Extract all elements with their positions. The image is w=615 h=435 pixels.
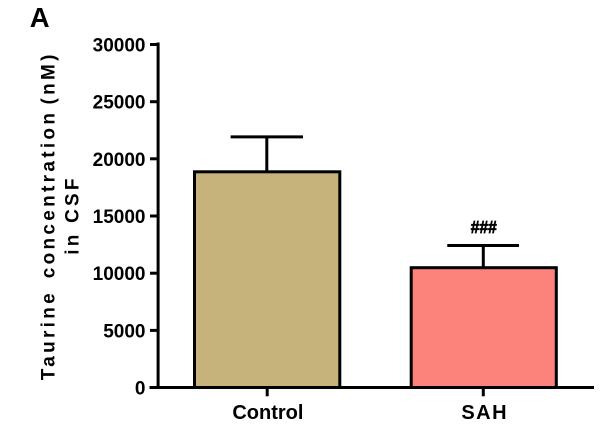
svg-text:0: 0 <box>135 379 146 400</box>
svg-text:5000: 5000 <box>103 321 145 342</box>
svg-text:25000: 25000 <box>93 93 146 114</box>
svg-text:Taurine: Taurine <box>39 290 60 380</box>
svg-text:20000: 20000 <box>93 150 146 171</box>
svg-text:Control: Control <box>232 402 303 424</box>
svg-text:10000: 10000 <box>93 264 146 285</box>
svg-text:30000: 30000 <box>93 36 146 57</box>
svg-text:(nM): (nM) <box>39 51 60 104</box>
svg-text:A: A <box>30 2 50 33</box>
svg-text:SAH: SAH <box>461 402 508 424</box>
svg-text:concentration: concentration <box>39 110 60 279</box>
svg-text:15000: 15000 <box>93 207 146 228</box>
svg-text:in CSF: in CSF <box>63 175 84 254</box>
svg-text:###: ### <box>471 217 497 237</box>
